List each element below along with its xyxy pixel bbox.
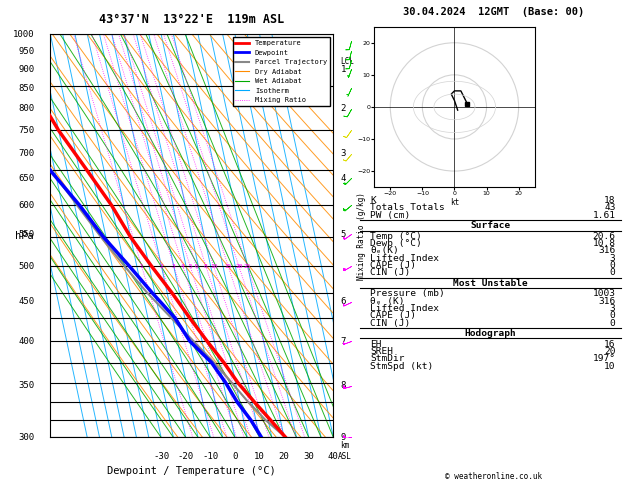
Text: 550: 550 (19, 230, 35, 239)
Text: 0: 0 (610, 319, 616, 328)
Text: 0: 0 (610, 312, 616, 320)
Text: 16: 16 (604, 340, 616, 348)
Text: 10: 10 (210, 264, 218, 269)
Text: 1000: 1000 (13, 30, 35, 38)
Text: 1: 1 (140, 264, 143, 269)
Text: θₑ (K): θₑ (K) (370, 296, 404, 306)
Text: 500: 500 (19, 262, 35, 271)
Text: 3: 3 (340, 149, 346, 158)
Text: -10: -10 (203, 451, 218, 461)
Text: 850: 850 (19, 84, 35, 93)
Text: 1003: 1003 (593, 289, 616, 298)
Text: 316: 316 (598, 296, 616, 306)
Text: PW (cm): PW (cm) (370, 211, 411, 220)
Text: CAPE (J): CAPE (J) (370, 312, 416, 320)
Text: 316: 316 (598, 246, 616, 255)
Text: 43: 43 (604, 204, 616, 212)
Text: 800: 800 (19, 104, 35, 113)
Text: CIN (J): CIN (J) (370, 268, 411, 278)
Text: StmDir: StmDir (370, 354, 404, 364)
Text: 3: 3 (172, 264, 175, 269)
Text: Lifted Index: Lifted Index (370, 304, 439, 313)
Text: 6: 6 (340, 297, 346, 306)
Text: 30: 30 (303, 451, 314, 461)
Text: Totals Totals: Totals Totals (370, 204, 445, 212)
Text: 15: 15 (225, 264, 232, 269)
Text: 300: 300 (19, 433, 35, 442)
Text: 950: 950 (19, 47, 35, 56)
Text: 600: 600 (19, 201, 35, 209)
Text: 10: 10 (254, 451, 265, 461)
Text: Mixing Ratio (g/kg): Mixing Ratio (g/kg) (357, 192, 366, 279)
Text: km
ASL: km ASL (338, 441, 352, 461)
Text: Dewpoint / Temperature (°C): Dewpoint / Temperature (°C) (108, 466, 276, 476)
Text: 8: 8 (340, 381, 346, 390)
Text: 43°37'N  13°22'E  119m ASL: 43°37'N 13°22'E 119m ASL (99, 13, 284, 26)
Text: 10.8: 10.8 (593, 239, 616, 248)
Text: -20: -20 (177, 451, 194, 461)
Text: 3: 3 (610, 304, 616, 313)
Text: hPa: hPa (16, 231, 34, 241)
X-axis label: kt: kt (450, 198, 459, 207)
Text: 1: 1 (340, 65, 346, 74)
Text: Pressure (mb): Pressure (mb) (370, 289, 445, 298)
Text: Temp (°C): Temp (°C) (370, 232, 422, 241)
Text: 1.61: 1.61 (593, 211, 616, 220)
Text: Dewp (°C): Dewp (°C) (370, 239, 422, 248)
Text: 20.6: 20.6 (593, 232, 616, 241)
Text: 6: 6 (194, 264, 198, 269)
Text: 10: 10 (604, 362, 616, 371)
Text: 25: 25 (243, 264, 251, 269)
Text: 650: 650 (19, 174, 35, 183)
Text: 20: 20 (235, 264, 243, 269)
Text: 400: 400 (19, 336, 35, 346)
Text: 5: 5 (340, 230, 346, 239)
Text: 8: 8 (204, 264, 208, 269)
Text: 2: 2 (340, 104, 346, 113)
Text: LCL: LCL (340, 57, 354, 67)
Text: 900: 900 (19, 65, 35, 74)
Text: K: K (370, 196, 376, 205)
Text: CIN (J): CIN (J) (370, 319, 411, 328)
Text: 2: 2 (160, 264, 164, 269)
Text: 30.04.2024  12GMT  (Base: 00): 30.04.2024 12GMT (Base: 00) (403, 7, 584, 17)
Text: 20: 20 (279, 451, 289, 461)
Text: EH: EH (370, 340, 382, 348)
Text: 700: 700 (19, 149, 35, 158)
Text: 4: 4 (340, 174, 346, 183)
Text: StmSpd (kt): StmSpd (kt) (370, 362, 433, 371)
Text: 18: 18 (604, 196, 616, 205)
Text: CAPE (J): CAPE (J) (370, 261, 416, 270)
Text: 4: 4 (181, 264, 185, 269)
Text: 350: 350 (19, 381, 35, 390)
Text: © weatheronline.co.uk: © weatheronline.co.uk (445, 472, 542, 481)
Text: Most Unstable: Most Unstable (453, 279, 528, 288)
Text: θₑ(K): θₑ(K) (370, 246, 399, 255)
Text: Lifted Index: Lifted Index (370, 254, 439, 263)
Text: 0: 0 (610, 268, 616, 278)
Text: 0: 0 (610, 261, 616, 270)
Text: 197°: 197° (593, 354, 616, 364)
Text: -30: -30 (153, 451, 169, 461)
Text: 3: 3 (610, 254, 616, 263)
Text: 5: 5 (188, 264, 192, 269)
Text: 9: 9 (340, 433, 346, 442)
Text: SREH: SREH (370, 347, 393, 356)
Text: 40: 40 (328, 451, 339, 461)
Text: 750: 750 (19, 126, 35, 135)
Legend: Temperature, Dewpoint, Parcel Trajectory, Dry Adiabat, Wet Adiabat, Isotherm, Mi: Temperature, Dewpoint, Parcel Trajectory… (233, 37, 330, 106)
Text: Hodograph: Hodograph (464, 330, 516, 338)
Text: 7: 7 (340, 336, 346, 346)
Text: 20: 20 (604, 347, 616, 356)
Text: 0: 0 (232, 451, 238, 461)
Text: Surface: Surface (470, 221, 510, 230)
Text: 450: 450 (19, 297, 35, 306)
